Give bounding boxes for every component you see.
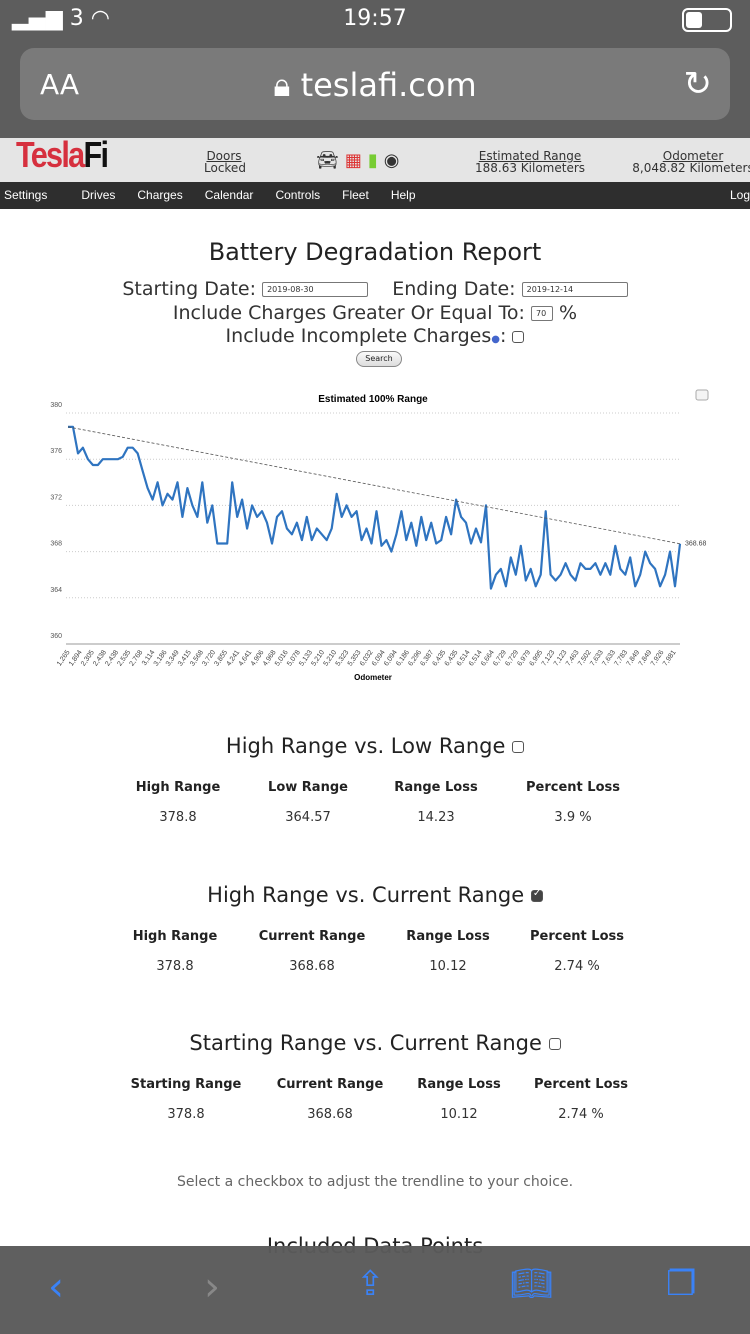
wifi-icon: ◠ [83,6,110,31]
table-cell: 3.9 % [554,810,592,825]
percent-input[interactable]: 70 [530,306,553,321]
info-icon[interactable]: ● [491,334,500,345]
forward-icon[interactable]: › [204,1264,220,1310]
column-header: Starting Range [130,1077,242,1092]
reader-button[interactable]: AA [40,68,80,101]
column-header: Percent Loss [530,929,624,944]
range-chart: Estimated 100% Range3603643683723763801,… [50,389,709,682]
column-header: Low Range [268,780,348,795]
start-date-label: Starting Date: [122,278,257,300]
estimated-range[interactable]: Estimated Range 188.63 Kilometers [474,149,586,175]
wifi-icon: ◉ [383,150,406,171]
clock: 19:57 [343,6,407,31]
column-header: Range Loss [406,929,490,944]
table-cell: 378.8 [167,1107,205,1122]
browser-toolbar: ‹ › ⇪ 📖︎ ❐ [0,1246,750,1334]
comparison-section: High Range vs. Low Range High Range 378.8… [0,734,750,825]
battery-charging-icon: ▮ [367,150,384,171]
comparison-section: High Range vs. Current Range High Range 3… [0,883,750,974]
reload-icon[interactable]: ↻ [683,64,713,104]
trendline-checkbox[interactable] [548,1038,561,1050]
table-cell: 10.12 [440,1107,478,1122]
trendline [67,426,681,545]
site-header: TeslaFi Doors Locked 🚘︎▦▮◉ Estimated Rang… [0,134,750,182]
nav-controls[interactable]: Controls [275,188,321,202]
trendline-note: Select a checkbox to adjust the trendlin… [176,1174,574,1190]
column-header: Current Range [258,929,366,944]
browser-bar: AA 🔒︎ teslafi.com ↻ [0,40,750,138]
end-date-input[interactable]: 2019-12-14 [521,282,628,297]
y-tick-label: 368 [50,541,62,548]
y-tick-label: 372 [50,494,62,501]
lock-icon: 🔒︎ [273,66,301,104]
trendline-checkbox[interactable] [530,888,543,902]
nav-settings[interactable]: Settings [4,188,48,202]
column-header: Current Range [276,1077,384,1092]
percent-sign: % [559,302,578,324]
start-date-input[interactable]: 2019-08-30 [262,282,369,297]
chart-menu-icon[interactable] [695,389,709,401]
battery-icon [682,8,732,32]
y-tick-label: 360 [50,633,62,640]
column-header: High Range [135,780,221,795]
calendar-car-icon: ▦ [344,150,368,171]
column-header: Percent Loss [534,1077,628,1092]
search-button[interactable]: Search [356,351,402,367]
column-header: Range Loss [417,1077,501,1092]
section-title: High Range vs. Current Range [207,883,525,907]
status-bar: ▂▄▆ 3 ◠ 19:57 [0,0,750,40]
nav-charges[interactable]: Charges [137,188,183,202]
table-cell: 378.8 [159,810,197,825]
share-icon[interactable]: ⇪ [356,1264,385,1304]
url-text[interactable]: teslafi.com [300,66,477,104]
back-icon[interactable]: ‹ [48,1264,64,1310]
column-header: High Range [132,929,218,944]
incomplete-label: Include Incomplete Charges [225,325,492,347]
y-tick-label: 376 [50,448,62,455]
y-tick-label: 364 [50,587,62,594]
range-series-line [68,425,682,590]
table-cell: 364.57 [285,810,331,825]
tabs-icon[interactable]: ❐ [666,1264,697,1304]
nav-drives[interactable]: Drives [81,188,116,202]
logo[interactable]: TeslaFi [16,134,109,175]
nav-help[interactable]: Help [390,188,416,202]
end-date-label: Ending Date: [392,278,516,300]
table-cell: 10.12 [429,959,467,974]
incomplete-checkbox[interactable] [512,330,525,343]
column-header: Percent Loss [526,780,620,795]
nav-logout[interactable]: Logout [730,188,750,202]
table-cell: 2.74 % [554,959,600,974]
page-title: Battery Degradation Report [208,238,542,266]
x-tick-label: 7,981 [662,649,678,667]
url-bar[interactable]: AA 🔒︎ teslafi.com ↻ [20,48,730,120]
table-cell: 368.68 [307,1107,353,1122]
table-cell: 378.8 [156,959,194,974]
signal-icon: ▂▄▆ [12,6,70,31]
include-label: Include Charges Greater Or Equal To: [172,302,525,324]
main-nav: Settings Drives Charges Calendar Control… [0,182,750,209]
bookmarks-icon[interactable]: 📖︎ [510,1264,554,1304]
nav-fleet[interactable]: Fleet [342,188,369,202]
comparison-section: Starting Range vs. Current Range Startin… [0,1031,750,1122]
table-cell: 2.74 % [558,1107,604,1122]
nav-calendar[interactable]: Calendar [204,188,254,202]
odometer[interactable]: Odometer 8,048.82 Kilometers [632,149,750,175]
doors-status[interactable]: Doors Locked [204,149,246,175]
y-tick-label: 380 [50,402,62,409]
carrier: 3 [69,6,84,31]
table-cell: 368.68 [289,959,335,974]
section-title: High Range vs. Low Range [225,734,506,758]
x-axis-label: Odometer [354,673,392,682]
trendline-checkbox[interactable] [512,741,525,753]
end-value-label: 368.68 [685,541,707,548]
car-icon: 🚘︎ [316,150,345,171]
column-header: Range Loss [394,780,478,795]
chart-title: Estimated 100% Range [318,394,428,405]
table-cell: 14.23 [417,810,455,825]
section-title: Starting Range vs. Current Range [189,1031,542,1055]
